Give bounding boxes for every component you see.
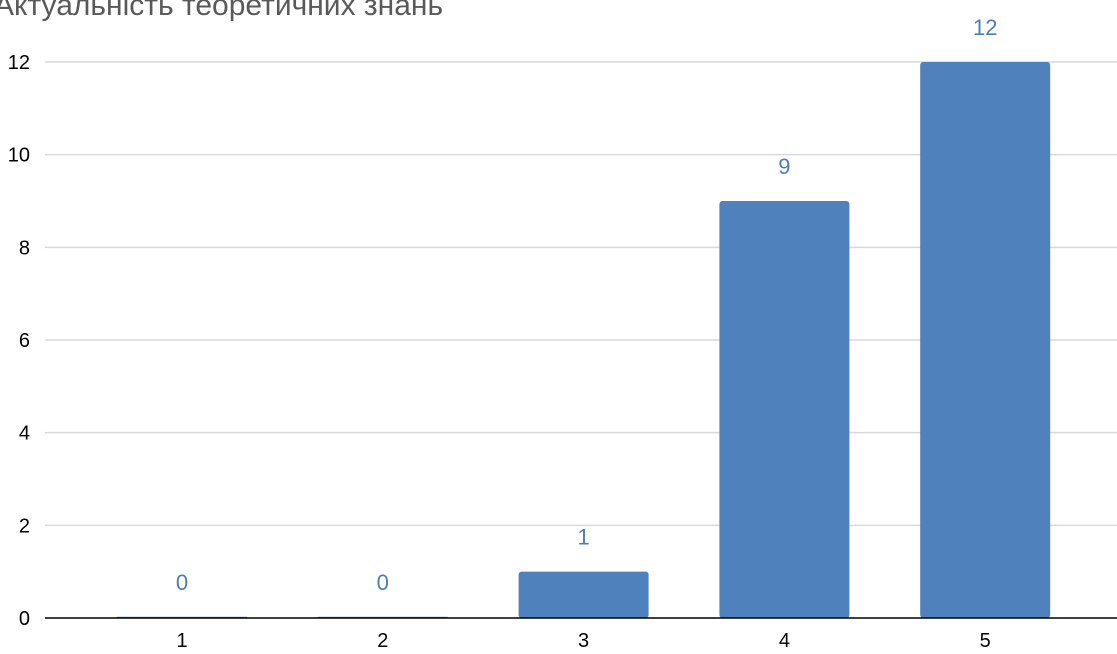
y-tick-label: 12 [8, 52, 30, 74]
data-label-3: 1 [577, 525, 589, 550]
x-tick-label-3: 3 [578, 630, 589, 652]
y-tick-label: 10 [8, 145, 30, 167]
x-axis-tick-labels: 1 2 3 4 5 [176, 630, 990, 652]
data-labels: 0 0 1 9 12 [176, 15, 998, 595]
x-tick-label-1: 1 [176, 630, 187, 652]
x-tick-label-5: 5 [980, 630, 991, 652]
data-label-2: 0 [377, 570, 389, 595]
data-label-5: 12 [973, 15, 997, 40]
y-tick-label: 4 [19, 423, 30, 445]
y-tick-label: 2 [19, 515, 30, 537]
x-tick-label-4: 4 [779, 630, 790, 652]
data-label-1: 0 [176, 570, 188, 595]
x-tick-label-2: 2 [377, 630, 388, 652]
y-axis-tick-labels: 0 2 4 6 8 10 12 [8, 52, 30, 630]
bars [117, 62, 1051, 618]
data-label-4: 9 [778, 154, 790, 179]
chart-title: Актуальність теоретичних знань [0, 0, 443, 22]
bar-3 [518, 571, 649, 618]
bar-4 [719, 201, 850, 618]
y-tick-label: 6 [19, 330, 30, 352]
bar-5 [920, 62, 1051, 618]
y-tick-label: 0 [19, 608, 30, 630]
y-tick-label: 8 [19, 237, 30, 259]
